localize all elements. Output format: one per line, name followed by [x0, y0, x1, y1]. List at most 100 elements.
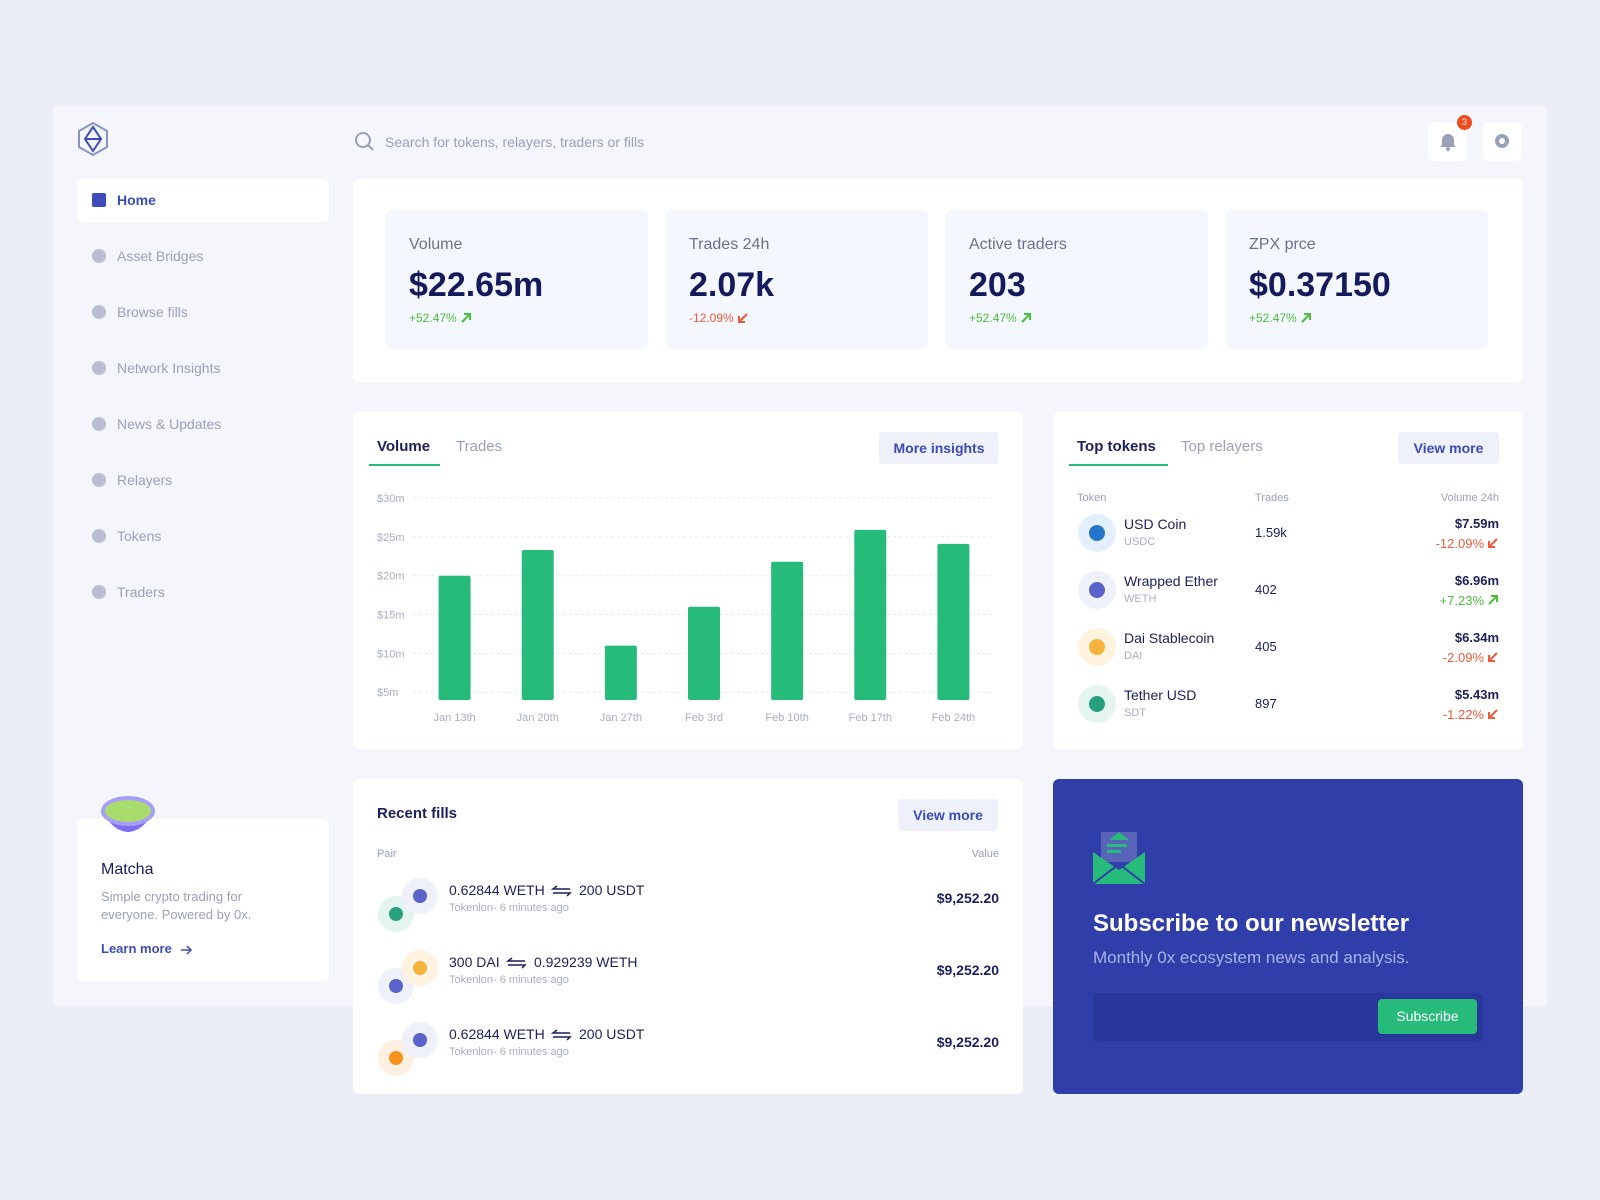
swap-icon — [550, 885, 572, 897]
y-tick-label: $15m — [377, 610, 405, 622]
change-arrow — [738, 313, 748, 323]
matcha-bowl — [101, 796, 155, 832]
promo-text: Simple crypto trading for everyone. Powe… — [101, 889, 252, 922]
token-trades: 897 — [1255, 696, 1277, 711]
fill-to: 0.929239 WETH — [534, 954, 638, 970]
newsletter-title: Subscribe to our newsletter — [1093, 910, 1410, 937]
nav-icon — [92, 585, 106, 599]
more-insights-button[interactable]: More insights — [879, 432, 999, 464]
token-symbol: USDC — [1124, 536, 1156, 548]
fill-from: 0.62844 WETH — [449, 882, 545, 898]
view-more-button[interactable]: View more — [1398, 432, 1499, 464]
column-header: Volume 24h — [1440, 492, 1499, 504]
y-tick-label: $25m — [377, 532, 405, 544]
fill-from: 0.62844 WETH — [449, 1026, 545, 1042]
link-arrow — [181, 945, 193, 955]
stat-label: Trades 24h — [689, 236, 770, 253]
stat-card — [385, 210, 648, 349]
column-header: Trades — [1255, 492, 1289, 504]
token-icon — [1078, 628, 1116, 666]
promo-link[interactable]: Learn more — [101, 941, 172, 956]
x-tick-label: Feb 17th — [849, 712, 892, 724]
pair-icon — [378, 950, 438, 1004]
token-volume: $7.59m — [1454, 516, 1499, 531]
swap-icon — [550, 1029, 572, 1041]
bar — [521, 550, 554, 700]
x-tick-label: Feb 3rd — [685, 712, 723, 724]
y-tick-label: $5m — [377, 687, 398, 699]
stat-change: +52.47% — [1249, 311, 1297, 325]
column-header: Pair — [377, 848, 397, 860]
token-symbol: DAI — [1124, 650, 1143, 662]
token-trades: 405 — [1255, 639, 1277, 654]
token-name: USD Coin — [1124, 516, 1187, 532]
pair-icon — [378, 878, 438, 932]
nav-icon — [92, 361, 106, 375]
token-icon — [1078, 571, 1116, 609]
tokens-tab[interactable]: Top tokens — [1077, 438, 1156, 455]
stat-label: ZPX prce — [1249, 236, 1316, 253]
nav-item[interactable]: Browse fills — [117, 304, 188, 320]
view-more-button[interactable]: View more — [898, 799, 998, 831]
tokens-tab[interactable]: Top relayers — [1181, 438, 1263, 455]
promo-title: Matcha — [101, 861, 154, 878]
promo-card — [77, 819, 329, 981]
nav-item[interactable]: Relayers — [117, 472, 173, 488]
x-tick-label: Jan 27th — [600, 712, 642, 724]
token-volume: $5.43m — [1454, 687, 1499, 702]
token-change: -1.22% — [1442, 707, 1484, 722]
token-symbol: SDT — [1124, 707, 1146, 719]
stat-label: Volume — [409, 236, 463, 253]
token-change: -12.09% — [1435, 536, 1484, 551]
token-trades: 402 — [1255, 582, 1277, 597]
bell-icon — [1440, 134, 1456, 151]
token-name: Tether USD — [1124, 687, 1197, 703]
chart-tab[interactable]: Trades — [456, 438, 503, 455]
search-input[interactable]: Search for tokens, relayers, traders or … — [385, 134, 645, 150]
nav-item[interactable]: Asset Bridges — [117, 248, 204, 264]
stat-card — [1225, 210, 1488, 349]
bar — [438, 575, 471, 700]
change-arrow — [1488, 595, 1498, 605]
gear-icon — [1495, 134, 1509, 148]
nav-icon — [92, 193, 106, 207]
search-icon — [355, 132, 374, 151]
logo[interactable] — [76, 121, 110, 157]
y-tick-label: $30m — [377, 493, 405, 505]
token-symbol: WETH — [1124, 593, 1157, 605]
bar — [937, 543, 970, 700]
fill-to: 200 USDT — [579, 1026, 645, 1042]
nav-active-bg — [77, 179, 329, 222]
nav-icon — [92, 529, 106, 543]
nav-item[interactable]: Home — [117, 192, 156, 208]
change-arrow — [1021, 313, 1031, 323]
nav-item[interactable]: Network Insights — [117, 360, 221, 376]
token-icon — [1078, 514, 1116, 552]
nav-icon — [92, 305, 106, 319]
stat-change: -12.09% — [689, 311, 734, 325]
column-header: Token — [1077, 492, 1107, 504]
nav-item[interactable]: Tokens — [117, 528, 162, 544]
chart-tab[interactable]: Volume — [377, 438, 431, 455]
bar — [604, 645, 637, 700]
tab-underline — [1069, 464, 1168, 466]
change-arrow — [1488, 709, 1498, 719]
nav-item[interactable]: News & Updates — [117, 416, 222, 432]
x-tick-label: Jan 13th — [433, 712, 475, 724]
stat-value: 203 — [969, 266, 1026, 304]
volume-chart: $5m $10m $15m $20m $25m $30m Jan 13th Jan 20th J… — [377, 493, 995, 724]
fill-to: 200 USDT — [579, 882, 645, 898]
nav-item[interactable]: Traders — [117, 584, 165, 600]
top-tokens-panel — [1053, 412, 1523, 749]
mail-icon — [1092, 832, 1146, 885]
token-change: -2.09% — [1442, 650, 1484, 665]
fill-value: $9,252.20 — [936, 1034, 999, 1050]
subscribe-button[interactable]: Subscribe — [1378, 999, 1477, 1034]
stat-value: $22.65m — [409, 266, 544, 304]
change-arrow — [1488, 538, 1498, 548]
notification-badge: 3 — [1457, 115, 1472, 130]
fill-meta: Tokenlon- 6 minutes ago — [449, 974, 569, 986]
x-tick-label: Jan 20th — [517, 712, 559, 724]
tab-underline — [369, 464, 440, 466]
newsletter-text: Monthly 0x ecosystem news and analysis. — [1093, 948, 1410, 967]
